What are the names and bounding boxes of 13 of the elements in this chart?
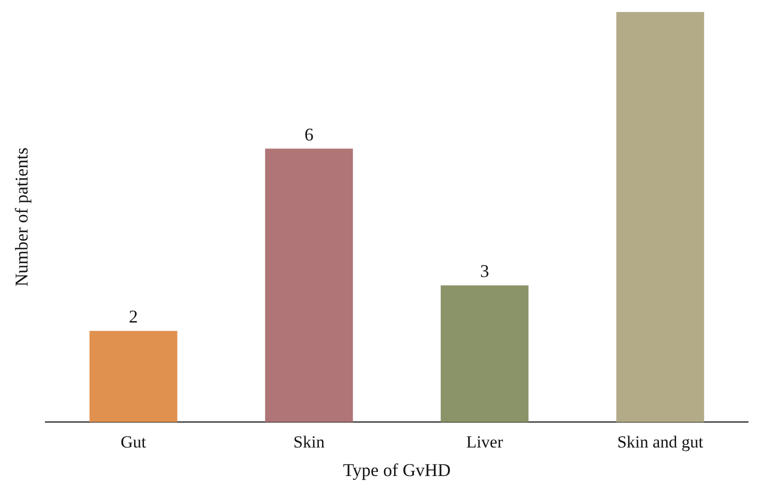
data-label: 3	[480, 261, 490, 282]
x-tick-label: Skin and gut	[617, 432, 704, 452]
bar	[616, 12, 704, 422]
bar	[440, 285, 528, 422]
x-tick-label: Skin	[293, 432, 326, 452]
x-axis-title: Type of GvHD	[342, 460, 451, 480]
data-label: 2	[128, 306, 138, 327]
bar	[90, 330, 178, 422]
y-axis-title: Number of patients	[12, 148, 32, 286]
x-tick-label: Liver	[466, 432, 504, 452]
bar	[265, 148, 353, 422]
x-tick-label: Gut	[120, 432, 146, 452]
data-label: 6	[304, 124, 314, 144]
